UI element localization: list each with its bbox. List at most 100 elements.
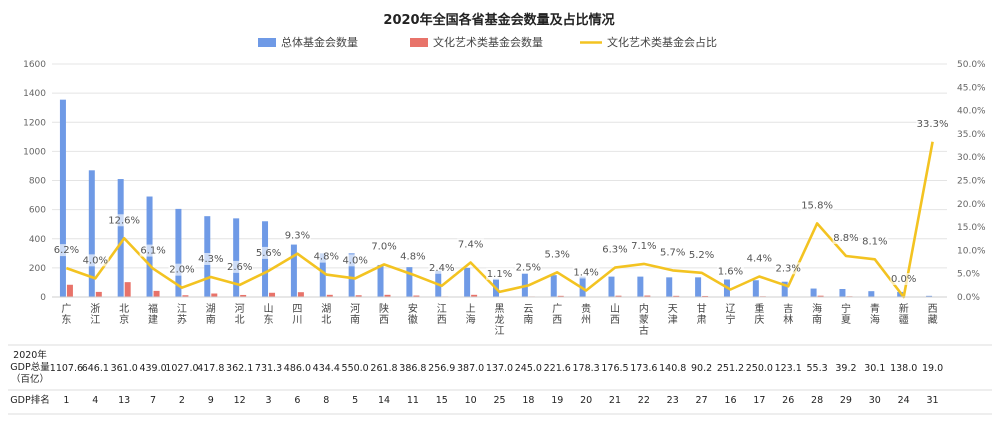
table-rank-value: 17 — [753, 395, 765, 406]
x-category-label: 湖北 — [321, 303, 331, 326]
table-gdp-value: 251.2 — [717, 363, 744, 374]
ratio-data-label: 2.0% — [169, 265, 194, 276]
ratio-label-bg — [916, 117, 950, 130]
table-gdp-value: 261.8 — [370, 363, 397, 374]
table-gdp-value: 178.3 — [573, 363, 600, 374]
ratio-label-bg — [890, 273, 918, 285]
ratio-label-bg — [168, 263, 196, 276]
table-rank-value: 11 — [407, 395, 419, 406]
table-gdp-value: 39.2 — [835, 363, 856, 374]
bar-total — [233, 218, 240, 297]
bar-culture — [211, 293, 218, 297]
ratio-data-label: 6.1% — [140, 246, 165, 257]
ratio-data-label: 4.4% — [747, 253, 772, 264]
bar-culture — [471, 294, 478, 297]
table-rank-value: 28 — [811, 395, 823, 406]
ratio-data-label: 7.4% — [458, 240, 483, 251]
table-rank-value: 18 — [522, 395, 534, 406]
bar-total — [868, 291, 875, 297]
legend-label: 文化艺术类基金会占比 — [607, 35, 717, 49]
x-category-label: 江西 — [437, 303, 447, 326]
ratio-data-label: 5.3% — [545, 249, 570, 260]
bar-total — [348, 253, 355, 297]
y-right-tick-label: 25.0% — [957, 177, 986, 187]
table-gdp-value: 138.0 — [890, 363, 917, 374]
ratio-label-bg — [255, 246, 282, 259]
ratio-label-bg — [514, 261, 542, 274]
ratio-data-label: 2.3% — [776, 263, 801, 274]
legend-label: 文化艺术类基金会数量 — [433, 35, 543, 49]
table-gdp-value: 137.0 — [486, 363, 513, 374]
table-gdp-value: 245.0 — [515, 363, 542, 374]
ratio-data-label: 1.1% — [487, 269, 512, 280]
table-rank-value: 21 — [609, 395, 621, 406]
x-category-label: 吉林 — [783, 303, 793, 326]
table-gdp-value: 1027.0 — [165, 363, 198, 374]
table-rank-value: 5 — [352, 395, 358, 406]
table-rank-value: 23 — [667, 395, 679, 406]
bar-total — [117, 179, 124, 297]
ratio-label-bg — [630, 239, 658, 252]
legend-swatch — [258, 38, 276, 47]
y-right-tick-label: 5.0% — [957, 270, 980, 280]
table-gdp-label-line2: GDP总量 — [10, 361, 50, 373]
table-rank-value: 29 — [840, 395, 852, 406]
y-left-tick-label: 1000 — [23, 147, 46, 157]
ratio-label-bg — [832, 231, 860, 244]
bar-culture — [702, 295, 709, 297]
table-rank-value: 22 — [638, 395, 650, 406]
bar-total — [666, 277, 673, 297]
x-category-label: 天津 — [668, 304, 678, 326]
table-gdp-value: 250.0 — [746, 363, 773, 374]
table-rank-value: 27 — [696, 395, 708, 406]
table-gdp-value: 256.9 — [428, 363, 455, 374]
table-rank-value: 10 — [465, 395, 477, 406]
bar-culture — [615, 295, 622, 297]
y-left-tick-label: 0 — [40, 293, 46, 303]
ratio-label-bg — [745, 252, 773, 265]
bar-culture — [326, 294, 333, 297]
table-rank-value: 31 — [927, 395, 939, 406]
ratio-data-label: 6.3% — [602, 245, 627, 256]
table-gdp-value: 362.1 — [226, 363, 253, 374]
bar-total — [550, 275, 557, 297]
table-rank-value: 25 — [493, 395, 505, 406]
table-gdp-value: 1107.6 — [50, 363, 83, 374]
x-category-label: 浙江 — [90, 303, 100, 326]
bar-total — [926, 295, 933, 297]
x-category-label: 四川 — [292, 304, 302, 326]
ratio-data-label: 7.0% — [371, 241, 396, 252]
y-left-tick-label: 600 — [29, 206, 46, 216]
y-right-tick-label: 50.0% — [957, 60, 986, 70]
x-category-label: 宁夏 — [841, 302, 851, 326]
table-rank-value: 7 — [150, 395, 156, 406]
x-category-label: 青海 — [870, 302, 880, 326]
table-gdp-value: 386.8 — [399, 363, 426, 374]
bar-culture — [124, 282, 131, 297]
table-gdp-value: 731.3 — [255, 363, 282, 374]
x-category-label: 黑龙江 — [495, 303, 505, 337]
table-gdp-value: 646.1 — [82, 363, 109, 374]
ratio-label-bg — [800, 199, 834, 212]
ratio-label-bg — [341, 254, 369, 267]
bar-culture — [355, 295, 362, 297]
x-category-label: 西藏 — [928, 304, 938, 326]
bar-culture — [269, 292, 276, 297]
ratio-label-bg — [601, 243, 629, 256]
ratio-data-label: 8.8% — [833, 233, 858, 244]
bar-culture — [95, 291, 102, 297]
x-category-label: 河北 — [235, 303, 245, 326]
x-category-label: 江苏 — [177, 303, 187, 326]
ratio-label-bg — [370, 240, 398, 253]
ratio-data-label: 7.1% — [631, 241, 656, 252]
ratio-line — [65, 141, 934, 299]
ratio-label-bg — [688, 248, 715, 261]
y-left-tick-label: 400 — [29, 235, 46, 245]
ratio-label-bg — [486, 267, 513, 280]
x-category-label: 陕西 — [379, 302, 389, 326]
ratio-label-bg — [457, 238, 485, 251]
y-right-tick-label: 10.0% — [957, 246, 986, 256]
table-gdp-value: 434.4 — [313, 363, 340, 374]
x-category-label: 贵州 — [581, 302, 591, 326]
